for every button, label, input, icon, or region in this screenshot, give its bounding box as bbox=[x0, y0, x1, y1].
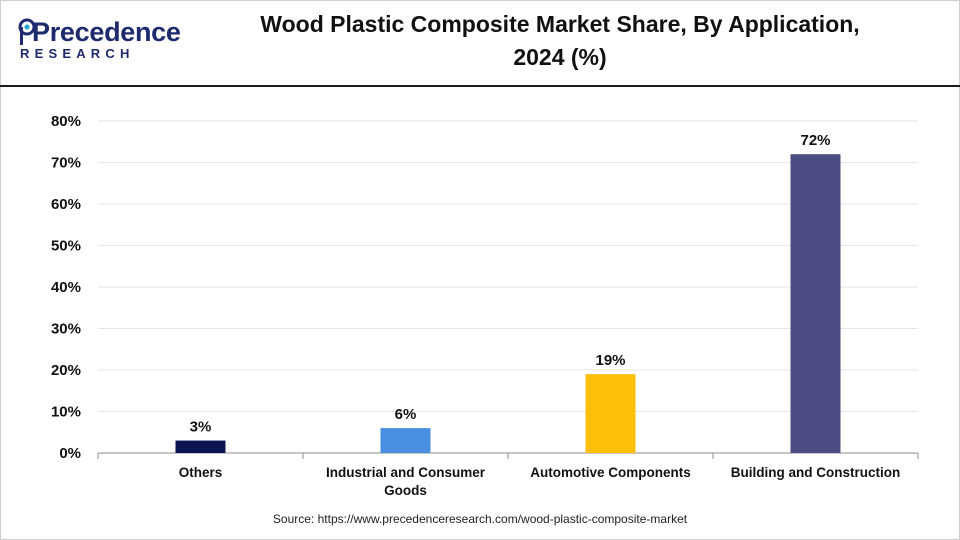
y-tick-label: 50% bbox=[51, 238, 81, 255]
precedence-research-logo: Precedence RESEARCH bbox=[18, 16, 181, 66]
data-label: 3% bbox=[190, 419, 212, 436]
data-label: 19% bbox=[595, 352, 625, 369]
logo-wordmark: Precedence bbox=[32, 17, 181, 47]
y-tick-label: 80% bbox=[51, 113, 81, 130]
y-tick-label: 70% bbox=[51, 155, 81, 172]
y-tick-label: 40% bbox=[51, 279, 81, 296]
bar-chart: 0% 10% 20% 30% 40% 50% 60% 70% 80% 3% Others 6% Indu… bbox=[51, 113, 919, 498]
chart-title: Wood Plastic Composite Market Share, By … bbox=[190, 8, 930, 74]
x-tick-label: Goods bbox=[384, 483, 427, 498]
y-tick-label: 30% bbox=[51, 321, 81, 338]
logo-subtitle: RESEARCH bbox=[20, 46, 135, 61]
y-tick-label: 20% bbox=[51, 362, 81, 379]
data-label: 6% bbox=[395, 406, 417, 423]
x-tick-label: Building and Construction bbox=[731, 465, 900, 480]
y-tick-label: 10% bbox=[51, 404, 81, 421]
header-divider bbox=[0, 85, 960, 87]
data-label: 72% bbox=[800, 132, 830, 149]
x-tick-label: Industrial and Consumer bbox=[326, 465, 486, 480]
logo-mark-icon bbox=[18, 18, 36, 45]
x-tick-label: Automotive Components bbox=[530, 465, 691, 480]
header: Precedence RESEARCH Wood Plastic Composi… bbox=[0, 0, 960, 87]
y-tick-label: 60% bbox=[51, 196, 81, 213]
bar bbox=[790, 154, 841, 453]
bar bbox=[175, 440, 226, 453]
chart-title-line-1: Wood Plastic Composite Market Share, By … bbox=[260, 11, 860, 37]
bar bbox=[380, 428, 431, 453]
chart-title-line-2: 2024 (%) bbox=[513, 44, 607, 70]
x-tick-label: Others bbox=[179, 465, 223, 480]
source-note: Source: https://www.precedenceresearch.c… bbox=[272, 512, 688, 526]
y-tick-label: 0% bbox=[59, 445, 81, 462]
bar bbox=[585, 374, 636, 453]
